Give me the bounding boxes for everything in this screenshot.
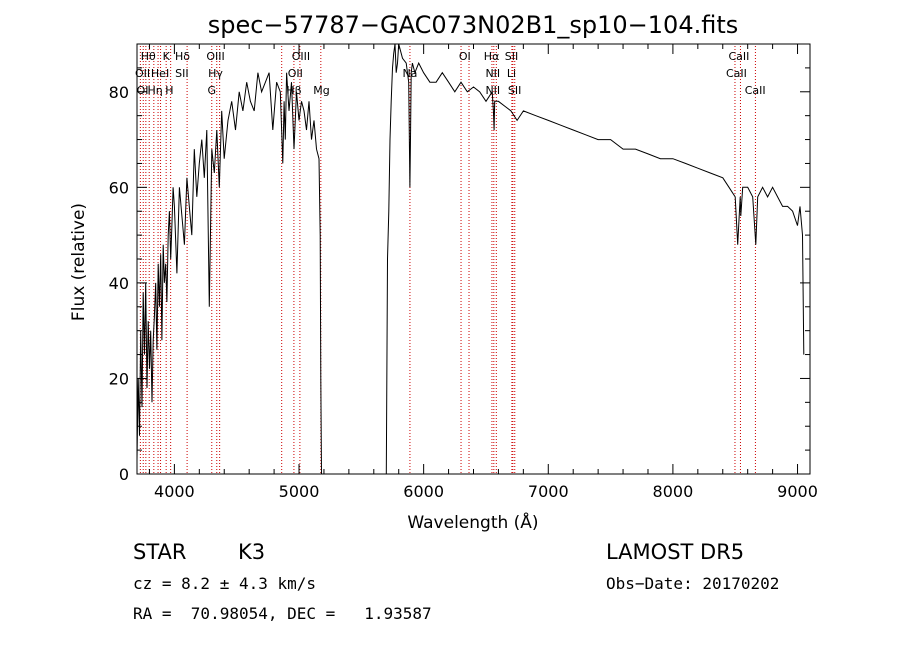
y-tick-label: 60 — [109, 178, 129, 197]
x-tick-label: 6000 — [403, 482, 444, 501]
plot-frame — [136, 43, 811, 475]
redshift-velocity: cz = 8.2 ± 4.3 km/s — [133, 574, 317, 593]
survey-name: LAMOST DR5 — [606, 540, 745, 564]
spectral-line-label: Hη — [147, 84, 162, 97]
spectral-line-label: Hα — [484, 50, 500, 63]
y-tick-label: 40 — [109, 274, 129, 293]
spectral-line-label: SII — [508, 84, 521, 97]
spectral-subclass: K3 — [238, 540, 266, 564]
spectral-line-label: HeI — [151, 67, 169, 80]
spectral-line-label: NII — [485, 67, 500, 80]
spectral-line-label: OIII — [206, 50, 224, 63]
spectral-line-label: H — [165, 84, 173, 97]
y-tick-label: 20 — [109, 369, 129, 388]
spectral-line-label: OIII — [292, 50, 310, 63]
axis-ticks: 4000 5000 6000 7000 8000 9000 0 20 40 60 80 — [109, 43, 818, 501]
y-tick-label: 0 — [119, 465, 129, 484]
spectral-line-label: K — [163, 50, 171, 63]
y-axis-label: Flux (relative) — [69, 203, 89, 321]
spectral-line-label: OI — [459, 50, 471, 63]
x-tick-label: 5000 — [279, 482, 320, 501]
spectrum-line — [136, 43, 805, 475]
spectral-line-label: OII — [135, 67, 150, 80]
sky-coordinates: RA = 70.98054, DEC = 1.93587 — [133, 604, 432, 623]
spectral-line-label: CaII — [726, 67, 747, 80]
spectral-line-label: Hδ — [175, 50, 190, 63]
spectral-line-label: Hγ — [208, 67, 223, 80]
observation-date: Obs−Date: 20170202 — [606, 574, 780, 593]
x-tick-label: 4000 — [154, 482, 195, 501]
object-type: STAR — [133, 540, 187, 564]
spectral-line-label: SII — [505, 50, 518, 63]
spectral-line-label: Li — [507, 67, 516, 80]
spectral-line-label: Hβ — [286, 84, 301, 97]
x-tick-label: 9000 — [777, 482, 818, 501]
spectral-line-label: OI — [137, 84, 149, 97]
x-axis-label: Wavelength (Å) — [407, 511, 538, 533]
spectral-line-label: OII — [288, 67, 303, 80]
spectral-line-label: Mg — [313, 84, 329, 97]
y-tick-label: 80 — [109, 83, 129, 102]
spectral-line-label: SII — [175, 67, 188, 80]
x-tick-label: 8000 — [653, 482, 694, 501]
spectral-line-label: Na — [402, 67, 417, 80]
spectral-line-label: NII — [485, 84, 500, 97]
spectral-line-label: CaII — [745, 84, 766, 97]
spectral-line-label: CaII — [729, 50, 750, 63]
x-tick-label: 7000 — [528, 482, 569, 501]
spectral-line-label: G — [208, 84, 217, 97]
spectral-line-label: Hθ — [141, 50, 156, 63]
chart-title: spec−57787−GAC073N02B1_sp10−104.fits — [208, 11, 739, 39]
